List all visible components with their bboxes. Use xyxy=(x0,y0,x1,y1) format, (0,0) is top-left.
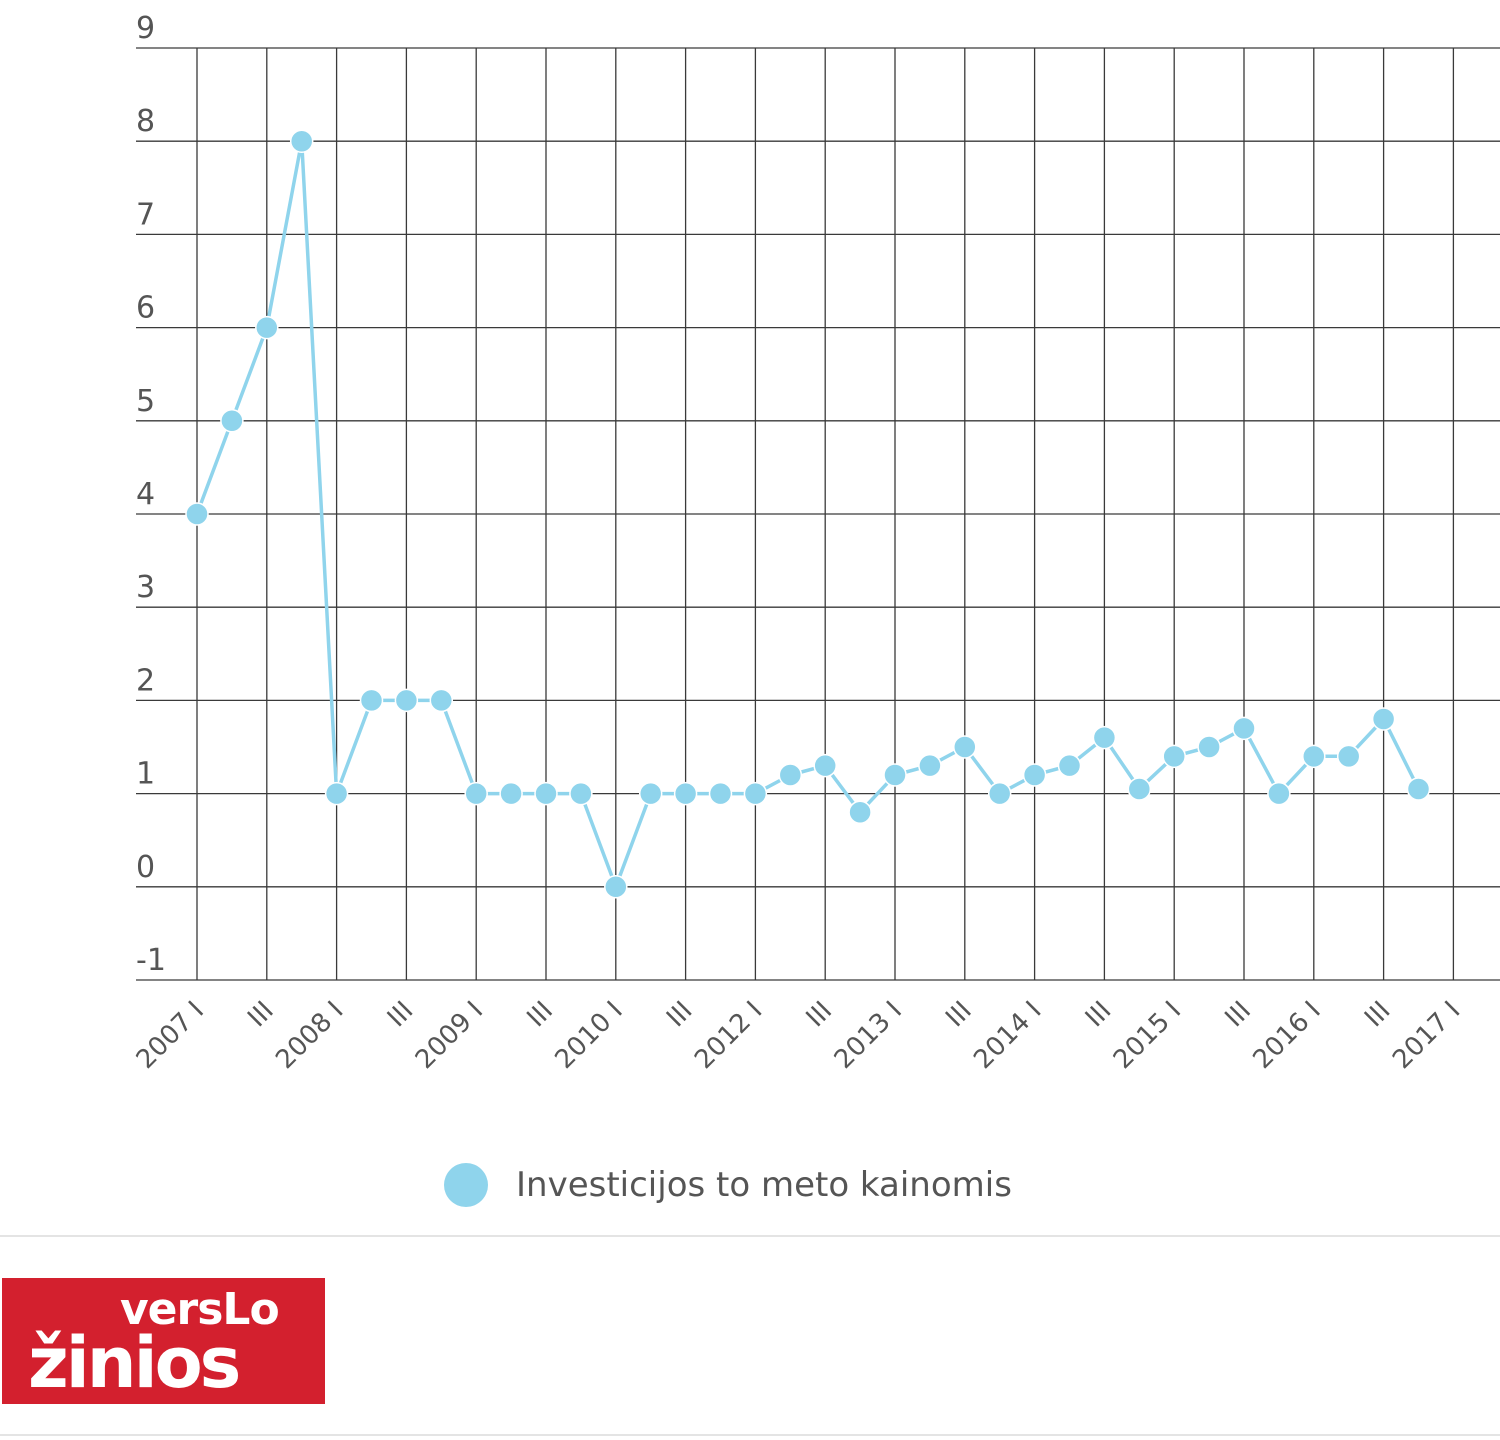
data-point xyxy=(1127,777,1152,801)
data-point xyxy=(534,781,558,806)
x-tick-label: III xyxy=(382,996,419,1033)
data-point xyxy=(1057,753,1082,778)
legend-marker-icon xyxy=(444,1163,488,1207)
grid xyxy=(136,47,1500,981)
x-tick-label: 2017 I xyxy=(1387,996,1466,1075)
logo-wordmark: versLo žinios xyxy=(2,1278,325,1404)
y-tick-label: 0 xyxy=(136,850,155,885)
data-point xyxy=(1336,744,1361,769)
data-point xyxy=(394,688,419,713)
logo-line-1: versLo xyxy=(120,1284,280,1335)
data-point xyxy=(1092,725,1117,750)
y-tick-label: 1 xyxy=(136,757,155,792)
data-point xyxy=(464,781,488,806)
data-point xyxy=(289,129,314,153)
data-point xyxy=(778,763,803,787)
y-tick-label: 8 xyxy=(136,104,155,139)
data-point xyxy=(918,753,942,778)
divider-bottom xyxy=(0,1434,1500,1436)
x-tick-label: 2015 I xyxy=(1108,996,1187,1075)
x-tick-label: III xyxy=(1359,996,1396,1033)
data-point xyxy=(1267,781,1291,806)
data-point xyxy=(1371,707,1396,731)
data-point xyxy=(708,781,733,806)
data-point xyxy=(1232,716,1256,741)
logo-line-2: žinios xyxy=(28,1322,241,1404)
data-point xyxy=(255,315,279,340)
x-tick-label: 2007 I xyxy=(131,996,210,1075)
data-point xyxy=(987,781,1012,806)
x-tick-label: III xyxy=(940,996,977,1033)
data-point xyxy=(324,781,349,806)
legend[interactable]: Investicijos to meto kainomis xyxy=(444,1162,1012,1208)
x-tick-label: 2012 I xyxy=(689,996,768,1075)
x-tick-label: III xyxy=(1219,996,1256,1033)
data-point xyxy=(185,502,209,526)
data-point xyxy=(569,781,593,806)
x-tick-label: 2009 I xyxy=(410,996,489,1075)
data-point xyxy=(604,875,628,899)
x-tick-label: 2010 I xyxy=(549,996,628,1075)
data-point xyxy=(848,800,872,824)
data-point xyxy=(220,409,244,433)
data-point xyxy=(883,763,907,787)
x-tick-label: 2008 I xyxy=(270,996,349,1075)
y-tick-label: 6 xyxy=(136,291,155,326)
data-point xyxy=(673,781,698,806)
data-point xyxy=(813,753,837,778)
series-investicijos xyxy=(185,129,1431,899)
data-point xyxy=(743,781,768,806)
legend-label: Investicijos to meto kainomis xyxy=(516,1165,1012,1205)
data-point xyxy=(638,781,663,806)
x-tick-label: 2013 I xyxy=(829,996,908,1075)
data-point xyxy=(1162,744,1186,769)
x-tick-label: III xyxy=(1080,996,1117,1033)
y-axis-ticks: 9 8 7 6 5 4 3 2 1 0 -1 xyxy=(136,11,166,978)
divider-top xyxy=(0,1235,1500,1237)
x-tick-label: III xyxy=(801,996,838,1033)
y-tick-label: 4 xyxy=(136,477,155,512)
data-point xyxy=(359,688,384,713)
y-tick-label: 5 xyxy=(136,384,155,419)
y-tick-label: 7 xyxy=(136,197,155,232)
data-point xyxy=(1197,735,1221,759)
verslo-zinios-logo[interactable]: versLo žinios xyxy=(2,1278,325,1404)
y-tick-label: 3 xyxy=(136,570,155,605)
data-point xyxy=(499,781,523,806)
data-point xyxy=(1022,763,1047,787)
data-point xyxy=(1406,777,1431,801)
data-point xyxy=(429,688,454,713)
data-point xyxy=(1302,744,1326,769)
x-tick-label: 2016 I xyxy=(1247,996,1326,1075)
y-tick-label: 2 xyxy=(136,663,155,698)
y-tick-label: -1 xyxy=(136,943,166,978)
y-tick-label: 9 xyxy=(136,11,155,46)
data-point xyxy=(953,735,977,759)
x-tick-label: 2014 I xyxy=(968,996,1047,1075)
x-tick-label: III xyxy=(242,996,279,1033)
x-tick-label: III xyxy=(521,996,558,1033)
x-tick-label: III xyxy=(661,996,698,1033)
